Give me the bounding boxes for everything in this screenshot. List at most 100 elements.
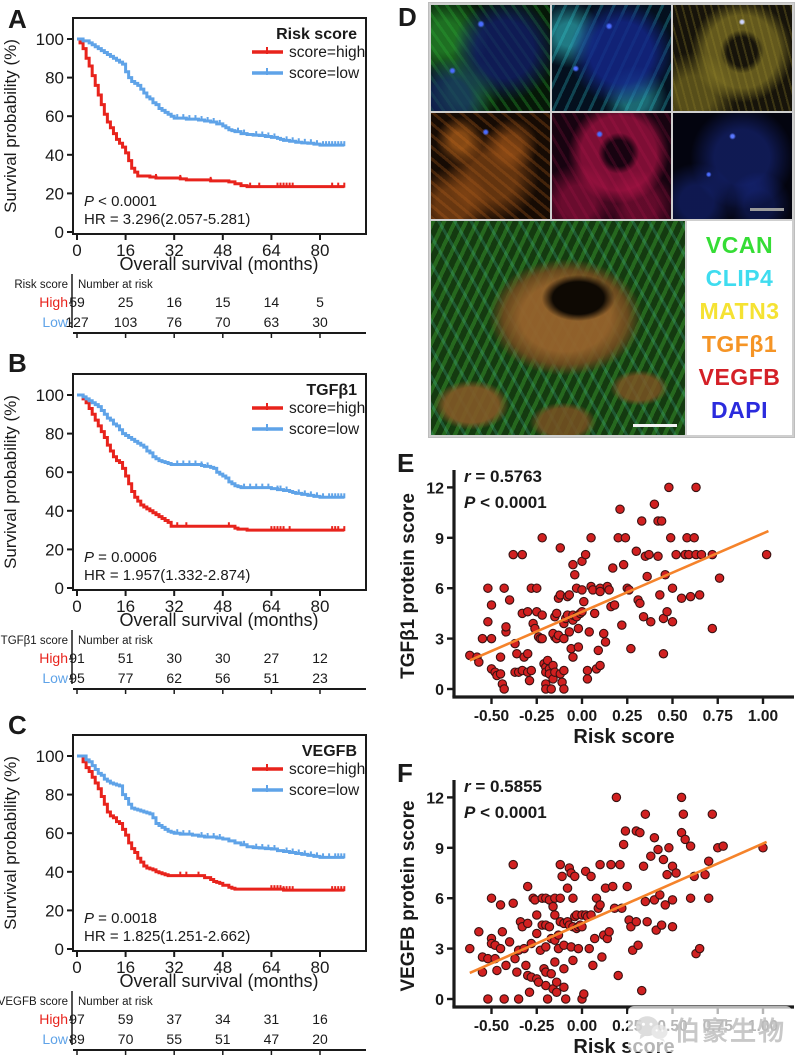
svg-text:Overall survival (months): Overall survival (months) [119,971,318,991]
svg-text:3: 3 [435,942,444,959]
svg-text:Risk score: Risk score [14,279,68,291]
svg-text:Overall survival (months): Overall survival (months) [119,254,318,274]
curve-low [77,754,345,859]
scatter-points [465,482,772,694]
svg-text:23: 23 [312,670,328,686]
channel-label-tgfb1: TGFβ1 [701,331,778,357]
svg-text:51: 51 [118,650,134,666]
svg-text:HR = 1.825(1.251-2.662): HR = 1.825(1.251-2.662) [84,928,250,945]
if-merged-image [431,221,685,435]
svg-text:score=high: score=high [289,44,365,61]
svg-text:0: 0 [55,223,64,242]
svg-text:63: 63 [264,314,280,330]
svg-text:60: 60 [45,107,64,126]
censor-marks-high [179,871,346,892]
svg-text:16: 16 [116,597,135,616]
svg-text:100: 100 [36,747,64,766]
scatter-plot: 0 3 6 9 12 -0.50 -0.25 0.00 0.25 0.50 0.75 1.00 Risk… [398,467,794,748]
svg-text:64: 64 [262,241,281,260]
svg-text:TGFβ1 score: TGFβ1 score [1,635,68,647]
risk-table: VEGFB score Number at risk High 97 59 37 34 31 1… [0,991,366,1055]
curve-high [77,393,345,532]
if-tile-clip4 [552,5,671,111]
svg-text:Survival probability (%): Survival probability (%) [1,39,20,213]
svg-text:P < 0.0001: P < 0.0001 [84,193,157,210]
svg-text:HR = 3.296(2.057-5.281): HR = 3.296(2.057-5.281) [84,211,250,228]
svg-text:80: 80 [45,786,64,805]
svg-text:Number at risk: Number at risk [78,635,153,647]
svg-text:Low: Low [42,1031,69,1047]
svg-text:High: High [39,650,68,666]
svg-text:20: 20 [45,540,64,559]
svg-text:0: 0 [72,958,81,977]
axes: 0 3 6 9 12 -0.50 -0.25 0.00 0.25 0.50 0.75 1.00 Risk… [398,470,794,748]
if-bottom-row: VCAN CLIP4 MATN3 TGFβ1 VEGFB DAPI [431,221,792,435]
svg-text:77: 77 [118,670,134,686]
svg-text:27: 27 [264,650,280,666]
svg-text:-0.25: -0.25 [519,708,555,725]
svg-text:16: 16 [166,294,182,310]
trend-line [469,840,768,975]
svg-text:score=high: score=high [289,761,365,778]
svg-text:9: 9 [435,531,444,548]
svg-text:15: 15 [215,294,231,310]
svg-text:6: 6 [435,891,444,908]
scale-bar [633,424,677,427]
svg-text:48: 48 [213,241,232,260]
svg-text:0.50: 0.50 [657,708,687,725]
svg-text:0: 0 [72,597,81,616]
svg-text:56: 56 [215,670,231,686]
scale-bar [750,208,784,211]
svg-text:score=low: score=low [289,782,360,799]
svg-text:9: 9 [435,841,444,858]
panel-b-label: B [8,348,27,378]
svg-text:95: 95 [69,670,85,686]
scatter-chart-tgfb1: 0 3 6 9 12 -0.50 -0.25 0.00 0.25 0.50 0.75 1.00 Risk… [398,467,794,748]
svg-text:0: 0 [72,241,81,260]
svg-text:80: 80 [45,425,64,444]
svg-text:127: 127 [65,314,89,330]
svg-text:16: 16 [116,241,135,260]
svg-text:20: 20 [45,184,64,203]
svg-text:12: 12 [426,480,444,497]
svg-text:40: 40 [45,502,64,521]
svg-text:14: 14 [264,294,280,310]
svg-text:97: 97 [69,1011,85,1027]
svg-text:70: 70 [215,314,231,330]
censor-marks-low [176,829,346,859]
svg-text:Overall survival (months): Overall survival (months) [119,610,318,630]
svg-text:P = 0.0006: P = 0.0006 [84,549,157,566]
svg-text:-0.50: -0.50 [474,1018,509,1035]
trend-line [469,529,769,662]
svg-text:40: 40 [45,146,64,165]
svg-text:60: 60 [45,463,64,482]
svg-text:30: 30 [215,650,231,666]
svg-text:VEGFB protein score: VEGFB protein score [398,800,419,991]
panel-c-label: C [8,710,27,740]
if-tile-vegfb [552,113,671,219]
watermark-text: 伯豪生物 [673,1015,786,1046]
svg-text:TGFβ1 protein score: TGFβ1 protein score [398,493,419,679]
svg-text:12: 12 [312,650,328,666]
svg-text:30: 30 [166,650,182,666]
svg-text:HR = 1.957(1.332-2.874): HR = 1.957(1.332-2.874) [84,567,250,584]
svg-text:76: 76 [166,314,182,330]
svg-text:89: 89 [69,1031,85,1047]
svg-text:VEGFB: VEGFB [302,743,357,760]
svg-text:20: 20 [312,1031,328,1047]
if-tile-vcan [431,5,550,111]
svg-text:32: 32 [165,958,184,977]
svg-text:47: 47 [264,1031,280,1047]
svg-text:Survival probability (%): Survival probability (%) [1,756,20,930]
svg-text:16: 16 [312,1011,328,1027]
svg-text:0: 0 [55,579,64,598]
svg-text:score=low: score=low [289,65,360,82]
censor-marks-high [154,173,346,188]
